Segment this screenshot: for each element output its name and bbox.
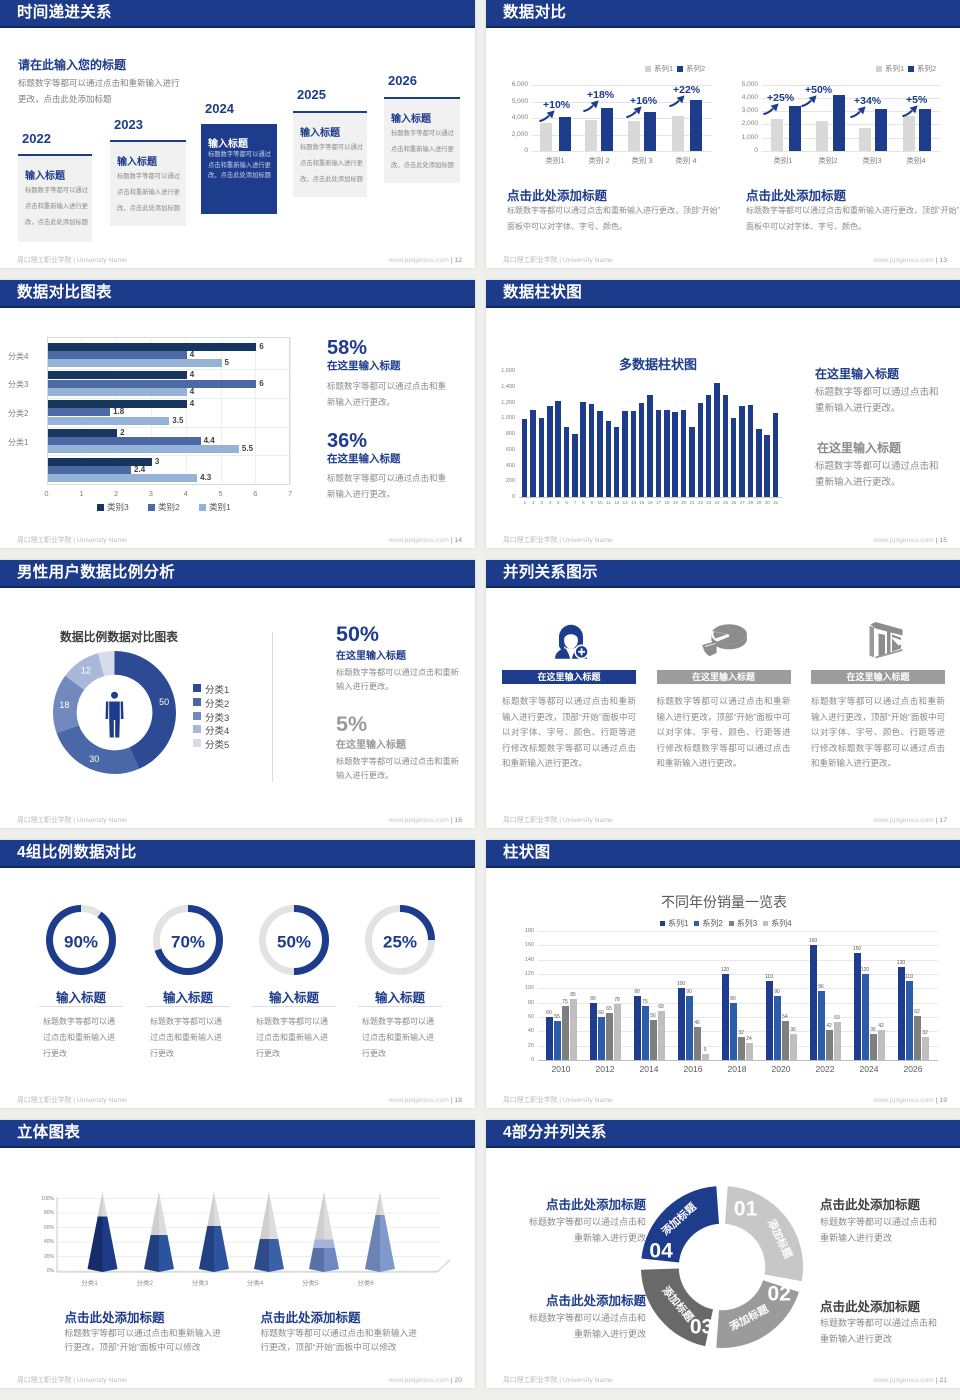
svg-text:03: 03 [690, 1316, 713, 1339]
svg-text:25%: 25% [383, 933, 417, 952]
svg-text:50: 50 [159, 697, 169, 707]
svg-text:90%: 90% [64, 933, 98, 952]
svg-text:01: 01 [734, 1198, 758, 1221]
svg-text:02: 02 [768, 1282, 791, 1305]
svg-text:50%: 50% [277, 933, 311, 952]
svg-text:18: 18 [59, 700, 69, 710]
svg-text:12: 12 [81, 666, 91, 676]
svg-text:30: 30 [89, 754, 99, 764]
svg-text:04: 04 [649, 1240, 673, 1263]
svg-text:70%: 70% [171, 933, 205, 952]
